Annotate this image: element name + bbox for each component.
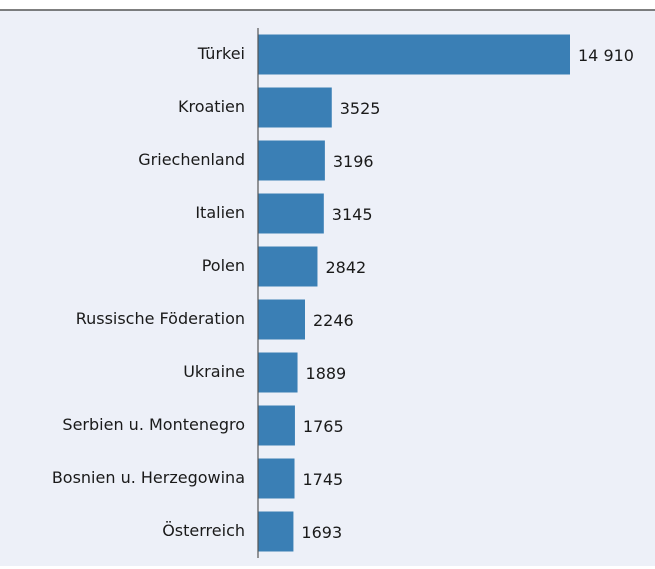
bar <box>258 299 305 340</box>
value-label: 1693 <box>301 523 342 542</box>
value-label: 3196 <box>333 152 374 171</box>
category-label: Russische Föderation <box>76 309 245 328</box>
bar <box>258 87 332 128</box>
bar <box>258 140 325 181</box>
bar <box>258 246 318 287</box>
category-label: Türkei <box>197 44 245 63</box>
bar <box>258 352 298 393</box>
bar <box>258 458 295 499</box>
value-label: 3145 <box>332 205 373 224</box>
bar <box>258 34 570 75</box>
category-label: Ukraine <box>183 362 245 381</box>
category-label: Serbien u. Montenegro <box>62 415 245 434</box>
category-label: Österreich <box>162 521 245 540</box>
bar <box>258 511 294 552</box>
category-label: Kroatien <box>178 97 245 116</box>
value-label: 3525 <box>340 99 381 118</box>
category-label: Polen <box>202 256 245 275</box>
category-label: Bosnien u. Herzegowina <box>52 468 245 487</box>
bar <box>258 193 324 234</box>
value-label: 1889 <box>306 364 347 383</box>
value-label: 1765 <box>303 417 344 436</box>
value-label: 1745 <box>303 470 344 489</box>
value-label: 2246 <box>313 311 354 330</box>
value-label: 2842 <box>325 258 366 277</box>
category-label: Italien <box>195 203 245 222</box>
category-label: Griechenland <box>138 150 245 169</box>
value-label: 14 910 <box>578 46 634 65</box>
bar <box>258 405 295 446</box>
